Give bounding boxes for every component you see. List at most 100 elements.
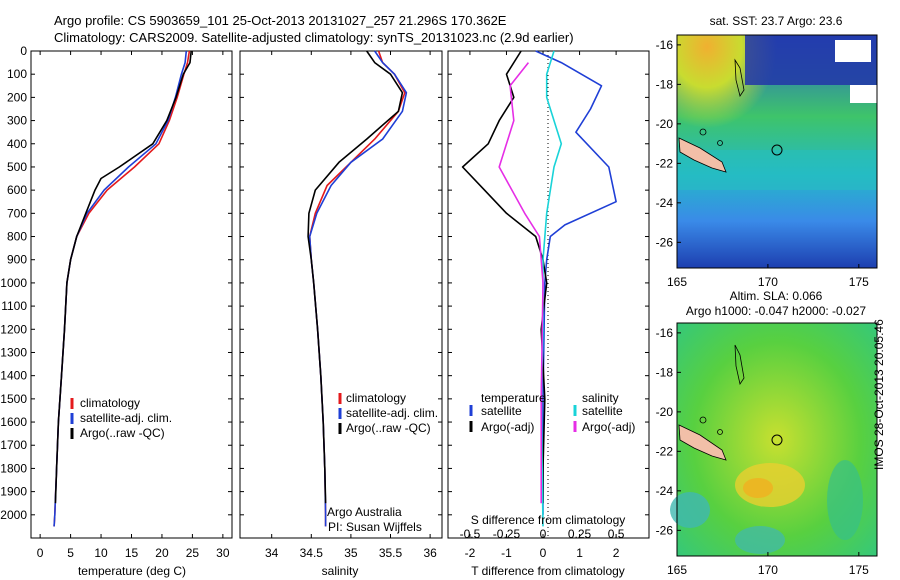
legend-label-sat: satellite-adj. clim.	[80, 411, 172, 425]
series-line-argo	[461, 50, 548, 504]
salinity-panel: 34 34.5 35 35.5 36 salinity climatology sate…	[239, 50, 443, 578]
map-x-tick-label: 170	[758, 563, 778, 577]
x-tick-label: 34	[265, 546, 279, 560]
sla-low-anomaly	[827, 460, 863, 540]
x-tick-label: 2	[613, 546, 620, 560]
annotation-pi: PI: Susan Wijffels	[328, 520, 422, 534]
annotation-argo-australia: Argo Australia	[327, 505, 402, 519]
sla-map-panel: Altim. SLA: 0.066 Argo h1000: -0.047 h20…	[656, 289, 878, 577]
difference-panel: -2 -1 0 1 2 -0.5 -0.25 0 0.25 0.5 S difference fr…	[447, 50, 650, 578]
legend-label-clim: climatology	[80, 396, 140, 410]
y-tick-label: 1400	[0, 369, 27, 383]
temperature-xlabel: temperature (deg C)	[78, 564, 186, 578]
y-tick-label: 1800	[0, 461, 27, 475]
sst-map-frame	[676, 34, 878, 269]
x-tick-label: 35.5	[379, 546, 403, 560]
argo-position-marker	[771, 434, 783, 446]
map-y-tick-label: -20	[656, 117, 674, 131]
series-line-sal_argo	[498, 62, 544, 504]
x-tick-label: -1	[501, 546, 512, 560]
map-y-tick-label: -22	[656, 444, 674, 458]
map-y-tick-label: -24	[656, 196, 674, 210]
island-outline	[699, 416, 707, 424]
y-tick-label: 2000	[0, 508, 27, 522]
map-y-tick-label: -26	[656, 523, 674, 537]
sla-high-anomaly	[743, 478, 773, 498]
difference-legend: temperature salinity satellite Argo(-adj…	[469, 391, 635, 434]
map-y-tick-label: -20	[656, 405, 674, 419]
legend-label-sat: satellite-adj. clim.	[346, 406, 438, 420]
map-x-tick-label: 165	[667, 275, 687, 289]
island-outline	[717, 429, 723, 435]
x-tick-label: 35	[344, 546, 358, 560]
series-line-sat	[535, 50, 617, 515]
island-outline	[717, 140, 723, 146]
y-tick-label: 900	[7, 253, 27, 267]
y-tick-label: 600	[7, 183, 27, 197]
x-tick-label: 15	[125, 546, 139, 560]
y-tick-label: 300	[7, 114, 27, 128]
map-y-tick-label: -16	[656, 326, 674, 340]
map-y-tick-label: -26	[656, 235, 674, 249]
x-tick-label: 10	[94, 546, 108, 560]
x-tick-label: -2	[465, 546, 476, 560]
y-tick-label: 1300	[0, 345, 27, 359]
salinity-axes	[239, 50, 443, 539]
salinity-xlabel: salinity	[322, 564, 359, 578]
x-tick-label: 0	[37, 546, 44, 560]
s-tick-label: 0	[540, 527, 547, 541]
x-tick-label: 36	[423, 546, 437, 560]
y-tick-label: 0	[20, 44, 27, 58]
sla-low-anomaly	[735, 526, 785, 554]
y-tick-label: 700	[7, 206, 27, 220]
new-caledonia-land	[678, 424, 727, 461]
y-tick-label: 1600	[0, 415, 27, 429]
argo-position-marker	[771, 144, 783, 156]
sla-map-title: Altim. SLA: 0.066	[730, 289, 823, 303]
x-tick-label: 5	[67, 546, 74, 560]
map-y-tick-label: -24	[656, 484, 674, 498]
temperature-legend: climatology satellite-adj. clim. Argo(..…	[70, 396, 172, 440]
map-x-tick-label: 175	[849, 275, 869, 289]
footer-timestamp: IMOS 28-Oct-2013 20:05:46	[872, 319, 886, 470]
sla-map-subtitle: Argo h1000: -0.047 h2000: -0.027	[686, 304, 866, 318]
t-difference-xlabel: T difference from climatology	[471, 564, 625, 578]
y-tick-label: 100	[7, 67, 27, 81]
legend-label-argo: Argo(..raw -QC)	[346, 421, 431, 435]
figure-title-line2: Climatology: CARS2009. Satellite-adjuste…	[54, 30, 574, 45]
figure-title-line1: Argo profile: CS 5903659_101 25-Oct-2013…	[54, 13, 507, 28]
island-outline	[699, 128, 707, 136]
y-tick-label: 1000	[0, 276, 27, 290]
y-tick-label: 1700	[0, 438, 27, 452]
legend-label-t-argo: Argo(-adj)	[481, 420, 534, 434]
series-line-argo	[307, 50, 404, 504]
x-tick-label: 30	[216, 546, 230, 560]
map-x-tick-label: 175	[849, 563, 869, 577]
map-y-tick-label: -22	[656, 156, 674, 170]
x-tick-label: 20	[155, 546, 169, 560]
new-caledonia-land	[678, 137, 727, 173]
y-tick-label: 1900	[0, 485, 27, 499]
sst-missing-data	[835, 40, 871, 62]
map-x-tick-label: 165	[667, 563, 687, 577]
vanuatu-islands	[734, 58, 745, 97]
s-difference-xlabel: S difference from climatology	[471, 513, 626, 527]
legend-header-temperature: temperature	[481, 391, 546, 405]
legend-header-salinity: salinity	[582, 391, 619, 405]
sla-map-frame	[676, 322, 878, 557]
legend-label-t-sat: satellite	[481, 404, 522, 418]
salinity-legend: climatology satellite-adj. clim. Argo(..…	[338, 391, 438, 435]
s-tick-label: -0.5	[460, 527, 481, 541]
sst-missing-data	[850, 85, 877, 103]
temperature-axes	[30, 50, 233, 539]
s-tick-label: 0.5	[608, 527, 625, 541]
y-tick-label: 400	[7, 137, 27, 151]
sla-low-anomaly	[670, 492, 710, 528]
map-y-tick-label: -18	[656, 77, 674, 91]
x-tick-label: 0	[540, 546, 547, 560]
x-tick-label: 1	[576, 546, 583, 560]
temperature-panel: 0 5 10 15 20 25 300100200300400500600700800900…	[0, 44, 233, 578]
x-tick-label: 34.5	[300, 546, 324, 560]
s-tick-label: 0.25	[568, 527, 592, 541]
